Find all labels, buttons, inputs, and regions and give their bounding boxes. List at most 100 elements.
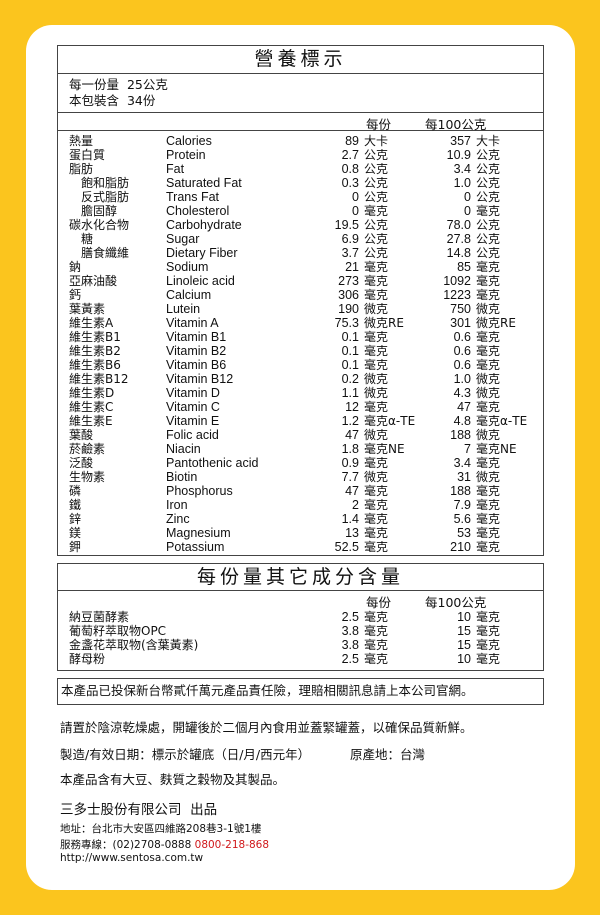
per-100g-header: 每100公克 — [425, 117, 487, 132]
per-serving-value: 47 — [345, 484, 359, 498]
nutrient-row: 反式脂肪 Trans Fat 0 公克 0 公克 — [58, 190, 543, 204]
nutrition-title: 營養標示 — [58, 46, 543, 74]
name-en: Calcium — [166, 288, 212, 302]
per-100g-value: 47 — [457, 400, 471, 414]
name-zh: 鐵 — [69, 498, 82, 512]
per-100g-unit: 公克 — [476, 176, 501, 190]
per-100g-unit: 微克 — [476, 386, 501, 400]
name-en: Vitamin A — [166, 316, 219, 330]
per-serving-value: 0.3 — [341, 176, 359, 190]
per-serving-value: 3.8 — [341, 638, 359, 652]
website-link[interactable]: http://www.sentosa.com.tw — [60, 852, 204, 864]
nutrient-row: 鎂 Magnesium 13 毫克 53 毫克 — [58, 526, 543, 540]
per-serving-value: 1.1 — [341, 386, 359, 400]
per-100g-unit: 公克 — [476, 190, 501, 204]
per-100g-value: 188 — [450, 428, 471, 442]
nutrient-row: 維生素D Vitamin D 1.1 微克 4.3 微克 — [58, 386, 543, 400]
per-100g-value: 1223 — [443, 288, 471, 302]
per-100g-value: 14.8 — [446, 246, 471, 260]
per-100g-unit: 毫克 — [476, 344, 501, 358]
name-en: Linoleic acid — [166, 274, 235, 288]
name-zh: 維生素B6 — [69, 358, 121, 372]
address: 地址：台北市大安區四維路208巷3-1號1樓 — [60, 823, 262, 835]
per-100g-value: 3.4 — [453, 162, 471, 176]
per-serving-unit: 毫克α-TE — [364, 414, 416, 428]
nutrient-row: 泛酸 Pantothenic acid 0.9 毫克 3.4 毫克 — [58, 456, 543, 470]
name-zh: 鈣 — [69, 288, 82, 302]
nutrient-row: 膳食纖維 Dietary Fiber 3.7 公克 14.8 公克 — [58, 246, 543, 260]
per-100g-value: 3.4 — [453, 456, 471, 470]
per-100g-value: 10 — [457, 610, 471, 624]
nutrient-row: 亞麻油酸 Linoleic acid 273 毫克 1092 毫克 — [58, 274, 543, 288]
per-100g-unit: 毫克 — [476, 624, 501, 638]
per-serving-unit: 毫克 — [364, 498, 389, 512]
per-100g-value: 7 — [464, 442, 471, 456]
other-column-header: 每份 每100公克 — [58, 591, 543, 610]
nutrient-row: 脂肪 Fat 0.8 公克 3.4 公克 — [58, 162, 543, 176]
per-serving-unit: 毫克 — [364, 358, 389, 372]
name-en: Sugar — [166, 232, 200, 246]
name-zh: 鈉 — [69, 260, 82, 274]
per-serving-value: 52.5 — [334, 540, 359, 554]
per-serving-value: 0.8 — [341, 162, 359, 176]
per-100g-unit: 毫克NE — [476, 442, 517, 456]
origin-text: 原產地：台灣 — [350, 747, 426, 762]
name-en: Dietary Fiber — [166, 246, 238, 260]
insurance-text: 本產品已投保新台幣貳仟萬元產品責任險，理賠相關訊息請上本公司官網。 — [61, 683, 474, 698]
per-100g-value: 7.9 — [453, 498, 471, 512]
per-serving-unit: 微克 — [364, 372, 389, 386]
other-title: 每份量其它成分含量 — [58, 564, 543, 591]
per-serving-value: 2.5 — [341, 610, 359, 624]
name-en: Potassium — [166, 540, 225, 554]
per-serving-unit: 毫克 — [364, 456, 389, 470]
per-serving-unit: 大卡 — [364, 134, 389, 148]
name-en: Pantothenic acid — [166, 456, 259, 470]
per-100g-value: 5.6 — [453, 512, 471, 526]
per-serving-value: 0 — [352, 204, 359, 218]
name-en: Sodium — [166, 260, 209, 274]
per-serving-value: 190 — [338, 302, 359, 316]
name-zh: 鋅 — [69, 512, 82, 526]
name-zh: 維生素B12 — [69, 372, 129, 386]
per-serving-value: 1.8 — [341, 442, 359, 456]
per-serving-value: 1.2 — [341, 414, 359, 428]
name-en: Iron — [166, 498, 188, 512]
per-100g-unit: 毫克 — [476, 400, 501, 414]
name-en: Lutein — [166, 302, 201, 316]
per-100g-unit: 微克 — [476, 302, 501, 316]
servings-per-pack: 本包裝含 34份 — [69, 93, 156, 108]
name-zh: 膳食纖維 — [69, 246, 130, 260]
nutrient-row: 維生素B2 Vitamin B2 0.1 毫克 0.6 毫克 — [58, 344, 543, 358]
per-serving-header: 每份 — [366, 595, 392, 610]
hotline[interactable]: 0800-218-868 — [194, 839, 270, 851]
per-100g-value: 1092 — [443, 274, 471, 288]
nutrient-row: 鈉 Sodium 21 毫克 85 毫克 — [58, 260, 543, 274]
name-zh: 葡萄籽萃取物OPC — [69, 624, 167, 638]
nutrient-row: 維生素B1 Vitamin B1 0.1 毫克 0.6 毫克 — [58, 330, 543, 344]
ingredient-row: 葡萄籽萃取物OPC 3.8 毫克 15 毫克 — [58, 624, 543, 638]
name-en: Vitamin C — [166, 400, 220, 414]
nutrient-row: 葉酸 Folic acid 47 微克 188 微克 — [58, 428, 543, 442]
nutrient-row: 碳水化合物 Carbohydrate 19.5 公克 78.0 公克 — [58, 218, 543, 232]
per-100g-unit: 毫克α-TE — [476, 414, 528, 428]
per-serving-unit: 微克 — [364, 470, 389, 484]
per-100g-unit: 公克 — [476, 148, 501, 162]
name-en: Vitamin B2 — [166, 344, 227, 358]
per-serving-unit: 公克 — [364, 162, 389, 176]
ingredient-row: 酵母粉 2.5 毫克 10 毫克 — [58, 652, 543, 666]
name-zh: 維生素B1 — [69, 330, 121, 344]
per-100g-value: 10 — [457, 652, 471, 666]
per-serving-value: 0.2 — [341, 372, 359, 386]
per-100g-value: 53 — [457, 526, 471, 540]
name-en: Trans Fat — [166, 190, 220, 204]
per-100g-value: 27.8 — [446, 232, 471, 246]
per-100g-value: 357 — [450, 134, 471, 148]
name-zh: 碳水化合物 — [69, 218, 130, 232]
per-serving-value: 3.7 — [341, 246, 359, 260]
per-serving-unit: 微克RE — [364, 316, 404, 330]
per-serving-unit: 毫克 — [364, 288, 389, 302]
name-zh: 亞麻油酸 — [69, 274, 118, 288]
nutrient-row: 葉黃素 Lutein 190 微克 750 微克 — [58, 302, 543, 316]
per-100g-unit: 毫克 — [476, 498, 501, 512]
per-serving-value: 0.9 — [341, 456, 359, 470]
